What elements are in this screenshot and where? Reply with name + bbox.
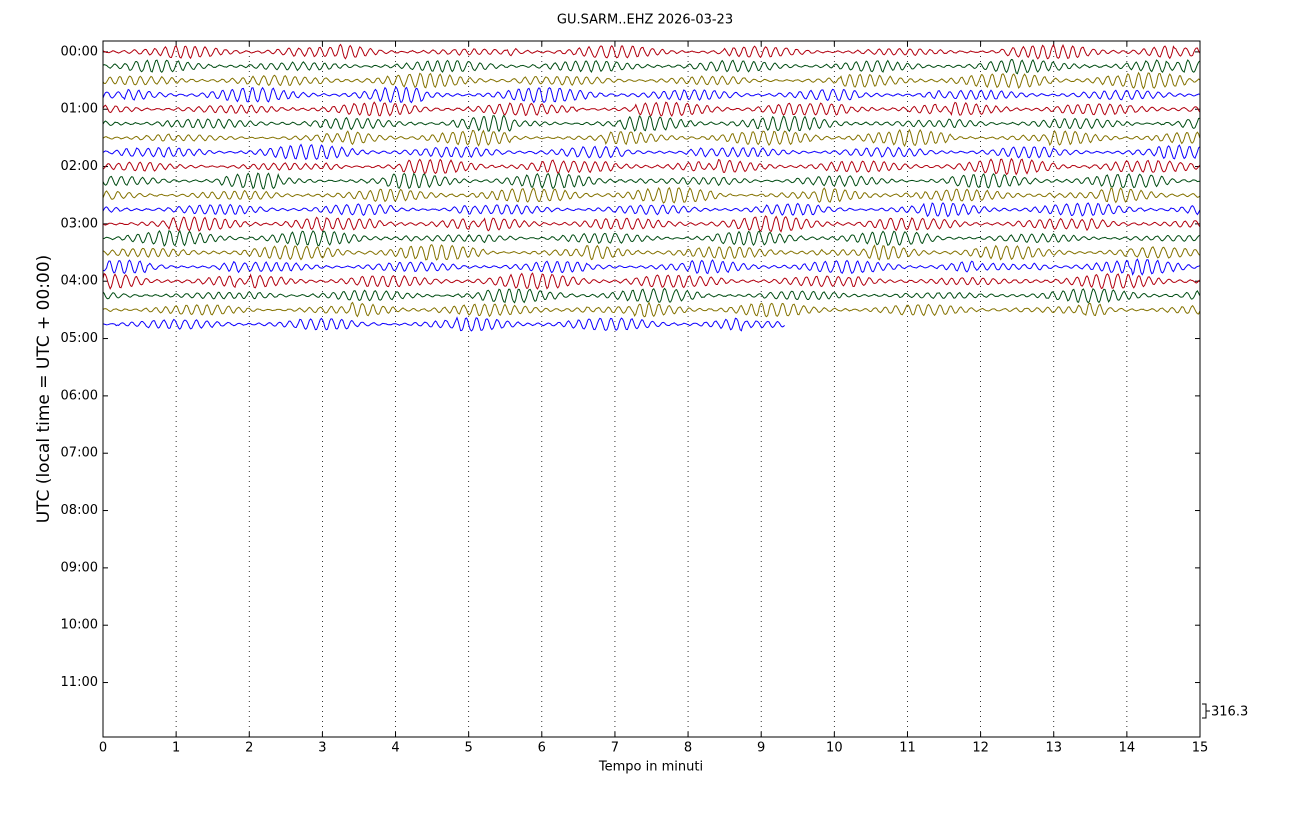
x-tick-label: 12: [972, 741, 989, 756]
trace: [102, 316, 785, 332]
scale-bracket: [1202, 703, 1210, 719]
y-tick-label: 09:00: [61, 560, 98, 575]
plot-frame: [102, 40, 1201, 738]
trace: [102, 202, 1201, 218]
x-tick-label: 13: [1045, 741, 1062, 756]
x-tick-label: 15: [1192, 741, 1209, 756]
trace: [102, 143, 1201, 161]
y-axis-label: UTC (local time = UTC + 00:00): [34, 255, 54, 524]
x-tick-label: 0: [99, 741, 107, 756]
trace: [102, 287, 1201, 304]
y-tick-label: 07:00: [61, 446, 98, 461]
x-tick-label: 2: [245, 741, 253, 756]
x-tick-label: 7: [611, 741, 619, 756]
trace: [102, 58, 1201, 75]
y-tick-label: 04:00: [61, 274, 98, 289]
y-tick-label: 08:00: [61, 503, 98, 518]
x-tick-label: 3: [318, 741, 326, 756]
y-tick-label: 11:00: [61, 675, 98, 690]
y-tick-label: 01:00: [61, 102, 98, 117]
trace: [102, 244, 1201, 261]
y-tick-label: 00:00: [61, 44, 98, 59]
y-tick-label: 06:00: [61, 388, 98, 403]
x-tick-label: 9: [757, 741, 765, 756]
trace: [102, 172, 1200, 190]
x-axis-label: Tempo in minuti: [598, 760, 703, 775]
x-tick-label: 11: [899, 741, 916, 756]
x-tick-label: 1: [172, 741, 180, 756]
trace: [102, 71, 1201, 90]
y-tick-label: 02:00: [61, 159, 98, 174]
trace: [102, 186, 1201, 204]
x-tick-label: 14: [1119, 741, 1136, 756]
x-tick-label: 8: [684, 741, 692, 756]
trace: [102, 128, 1201, 147]
trace: [102, 258, 1200, 276]
trace: [102, 272, 1201, 290]
x-tick-label: 10: [826, 741, 843, 756]
trace: [102, 114, 1200, 133]
trace: [102, 101, 1201, 118]
y-tick-label: 10:00: [61, 618, 98, 633]
trace: [102, 229, 1201, 247]
y-tick-label: 03:00: [61, 216, 98, 231]
trace: [102, 43, 1201, 60]
x-tick-label: 4: [391, 741, 399, 756]
trace: [102, 301, 1201, 318]
chart-title: GU.SARM..EHZ 2026-03-23: [557, 13, 733, 28]
trace: [102, 157, 1201, 176]
trace: [102, 85, 1200, 104]
y-tick-label: 05:00: [61, 331, 98, 346]
x-tick-label: 5: [465, 741, 473, 756]
x-tick-label: 6: [538, 741, 546, 756]
trace: [102, 215, 1201, 233]
scale-label: 316.3: [1211, 705, 1248, 720]
